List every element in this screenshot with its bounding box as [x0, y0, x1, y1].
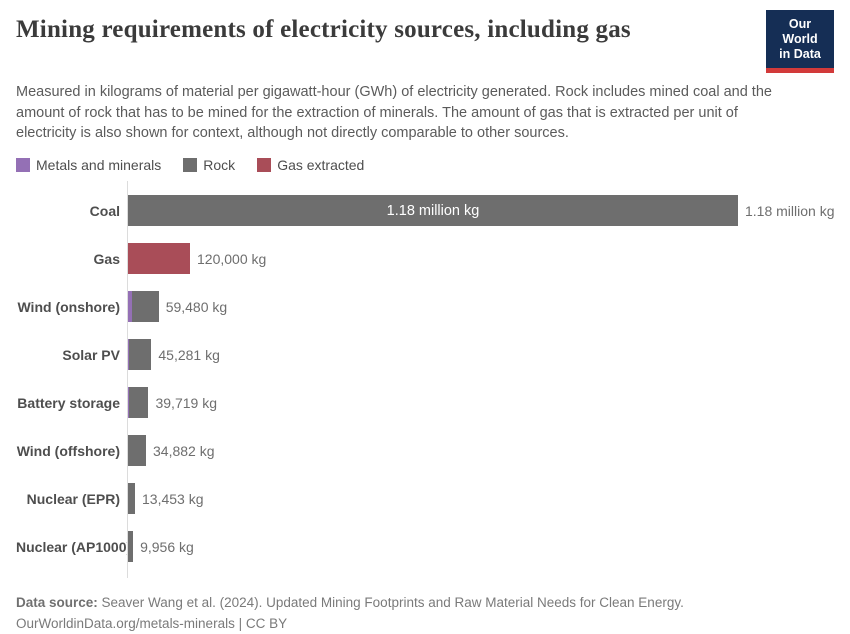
legend: Metals and minerals Rock Gas extracted [16, 157, 834, 173]
chart-title: Mining requirements of electricity sourc… [16, 16, 631, 43]
data-source-label: Data source: [16, 594, 98, 610]
category-label: Nuclear (AP1000) [16, 538, 132, 555]
bar-row-wind-onshore: Wind (onshore) 59,480 kg [16, 282, 834, 331]
bar-value-label: 59,480 kg [165, 298, 228, 315]
bar[interactable]: 1.18 million kg [128, 195, 738, 226]
bar-area: 120,000 kg [127, 234, 834, 283]
bar-row-solar-pv: Solar PV 45,281 kg [16, 330, 834, 379]
bar-value-label: 45,281 kg [158, 346, 220, 363]
bar-row-battery-storage: Battery storage 39,719 kg [16, 378, 834, 427]
bar[interactable] [128, 435, 146, 466]
axis-spacer [16, 570, 834, 578]
bar-segment-rock[interactable] [128, 387, 149, 418]
rock-swatch-icon [183, 157, 198, 172]
owid-logo-text: Our World in Data [766, 10, 834, 68]
category-label: Battery storage [17, 394, 120, 411]
license-line[interactable]: OurWorldinData.org/metals-minerals | CC … [16, 615, 288, 631]
bar-segment-gas[interactable] [128, 243, 190, 274]
legend-label: Metals and minerals [36, 156, 162, 173]
category-label: Wind (onshore) [17, 298, 120, 315]
bar[interactable] [128, 387, 149, 418]
bar-segment-rock[interactable] [128, 339, 152, 370]
bar-value-label: 39,719 kg [155, 394, 217, 411]
bar[interactable] [128, 339, 152, 370]
category-label: Coal [89, 202, 120, 219]
bar-value-label: 120,000 kg [197, 250, 267, 267]
bar-value-label: 1.18 million kg [745, 202, 835, 219]
bar[interactable] [128, 291, 159, 322]
bar[interactable] [128, 531, 134, 562]
bar-value-label: 34,882 kg [153, 442, 215, 459]
bar-row-wind-offshore: Wind (offshore) 34,882 kg [16, 426, 834, 475]
data-source-line: Data source: Seaver Wang et al. (2024). … [16, 592, 834, 613]
header: Mining requirements of electricity sourc… [16, 10, 834, 73]
bar-segment-metals[interactable] [128, 339, 129, 370]
legend-item-rock[interactable]: Rock [183, 157, 235, 173]
bar-area: 1.18 million kg 1.18 million kg [127, 186, 835, 235]
bar-value-label: 13,453 kg [142, 490, 204, 507]
footer: Data source: Seaver Wang et al. (2024). … [16, 592, 834, 634]
bar-segment-rock[interactable] [128, 531, 134, 562]
bar[interactable] [128, 243, 190, 274]
metals-swatch-icon [16, 157, 30, 172]
bar-segment-metals[interactable] [128, 387, 129, 418]
bar-segment-rock[interactable] [128, 483, 135, 514]
category-label: Nuclear (EPR) [26, 490, 120, 507]
legend-item-metals[interactable]: Metals and minerals [16, 157, 161, 173]
owid-logo[interactable]: Our World in Data [766, 10, 834, 73]
legend-label: Rock [203, 156, 236, 173]
owid-logo-stripe [766, 68, 834, 73]
category-label: Wind (offshore) [16, 442, 120, 459]
bar-area: 13,453 kg [127, 474, 834, 523]
bar-segment-rock[interactable] [128, 195, 738, 226]
bar-segment-rock[interactable] [131, 291, 159, 322]
bar-segment-metals[interactable] [128, 291, 132, 322]
bar-value-label: 9,956 kg [140, 538, 194, 555]
legend-item-gas[interactable]: Gas extracted [257, 157, 364, 173]
legend-label: Gas extracted [277, 156, 365, 173]
bar-area: 45,281 kg [127, 330, 834, 379]
bar-chart: Coal 1.18 million kg 1.18 million kg Gas 120… [16, 180, 835, 578]
bar-area: 59,480 kg [127, 282, 834, 331]
chart-subtitle: Measured in kilograms of material per gi… [16, 84, 772, 141]
bar[interactable] [128, 483, 135, 514]
data-source-text: Seaver Wang et al. (2024). Updated Minin… [97, 594, 684, 610]
bar-area: 39,719 kg [127, 378, 834, 427]
category-label: Solar PV [62, 346, 120, 363]
gas-swatch-icon [257, 157, 272, 172]
bar-row-nuclear-epr: Nuclear (EPR) 13,453 kg [16, 474, 834, 523]
bar-row-gas: Gas 120,000 kg [16, 234, 834, 283]
bar-row-nuclear-ap1000: Nuclear (AP1000) 9,956 kg [16, 522, 834, 571]
bar-row-coal: Coal 1.18 million kg 1.18 million kg [16, 186, 835, 235]
bar-area: 34,882 kg [127, 426, 834, 475]
axis-spacer [16, 180, 834, 187]
bar-area: 9,956 kg [127, 522, 834, 571]
category-label: Gas [93, 250, 120, 267]
bar-segment-rock[interactable] [128, 435, 146, 466]
